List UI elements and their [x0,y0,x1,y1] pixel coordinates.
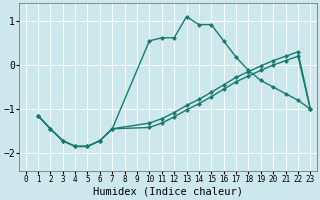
X-axis label: Humidex (Indice chaleur): Humidex (Indice chaleur) [93,187,243,197]
